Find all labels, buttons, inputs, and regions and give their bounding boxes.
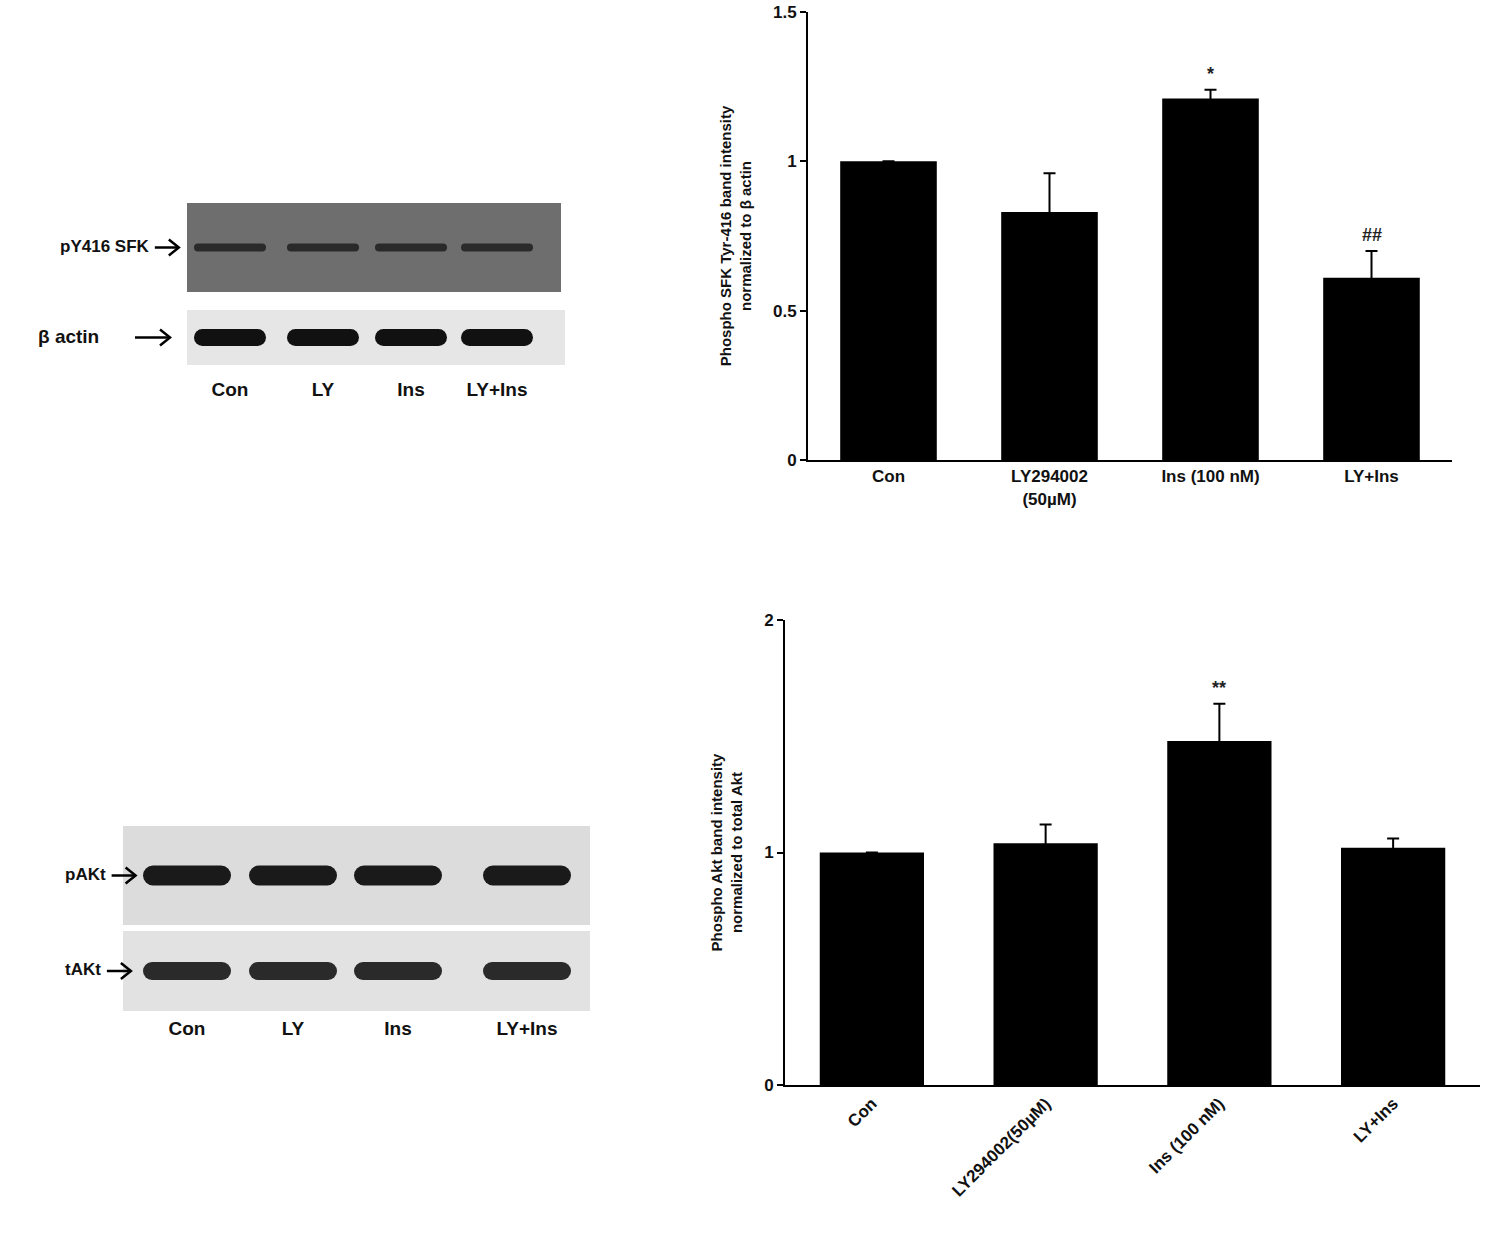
svg-text:*: * [1207, 64, 1214, 84]
svg-text:1: 1 [764, 843, 773, 862]
svg-text:LY+Ins: LY+Ins [496, 1018, 557, 1039]
svg-text:##: ## [1362, 225, 1382, 245]
svg-text:Phospho SFK Tyr-416 band inten: Phospho SFK Tyr-416 band intensitynormal… [717, 105, 754, 366]
svg-text:Con: Con [872, 467, 905, 486]
svg-text:1: 1 [787, 152, 796, 171]
svg-text:Ins (100 nM): Ins (100 nM) [1145, 1094, 1228, 1177]
svg-text:β actin: β actin [38, 326, 99, 347]
svg-text:0: 0 [787, 451, 796, 470]
svg-text:0: 0 [764, 1076, 773, 1095]
svg-text:LY: LY [312, 379, 335, 400]
svg-text:pY416 SFK: pY416 SFK [60, 237, 150, 256]
svg-text:Ins (100 nM): Ins (100 nM) [1161, 467, 1259, 486]
svg-text:pAKt: pAKt [65, 865, 106, 884]
svg-text:LY294002(50µM): LY294002(50µM) [1011, 467, 1088, 508]
svg-text:tAKt: tAKt [65, 960, 101, 979]
svg-text:LY+Ins: LY+Ins [466, 379, 527, 400]
svg-text:Con: Con [169, 1018, 206, 1039]
svg-text:2: 2 [764, 611, 773, 630]
svg-text:Con: Con [212, 379, 249, 400]
svg-text:1.5: 1.5 [773, 3, 797, 22]
svg-text:Con: Con [844, 1094, 881, 1131]
svg-text:LY+Ins: LY+Ins [1350, 1094, 1402, 1146]
svg-text:Ins: Ins [384, 1018, 411, 1039]
svg-text:LY294002(50µM): LY294002(50µM) [948, 1094, 1054, 1200]
svg-text:Ins: Ins [397, 379, 424, 400]
svg-text:0.5: 0.5 [773, 302, 797, 321]
svg-text:LY: LY [282, 1018, 305, 1039]
svg-text:LY+Ins: LY+Ins [1344, 467, 1399, 486]
svg-text:Phospho Akt band intensitynorm: Phospho Akt band intensitynormalized to … [708, 753, 745, 951]
svg-text:**: ** [1212, 678, 1226, 698]
